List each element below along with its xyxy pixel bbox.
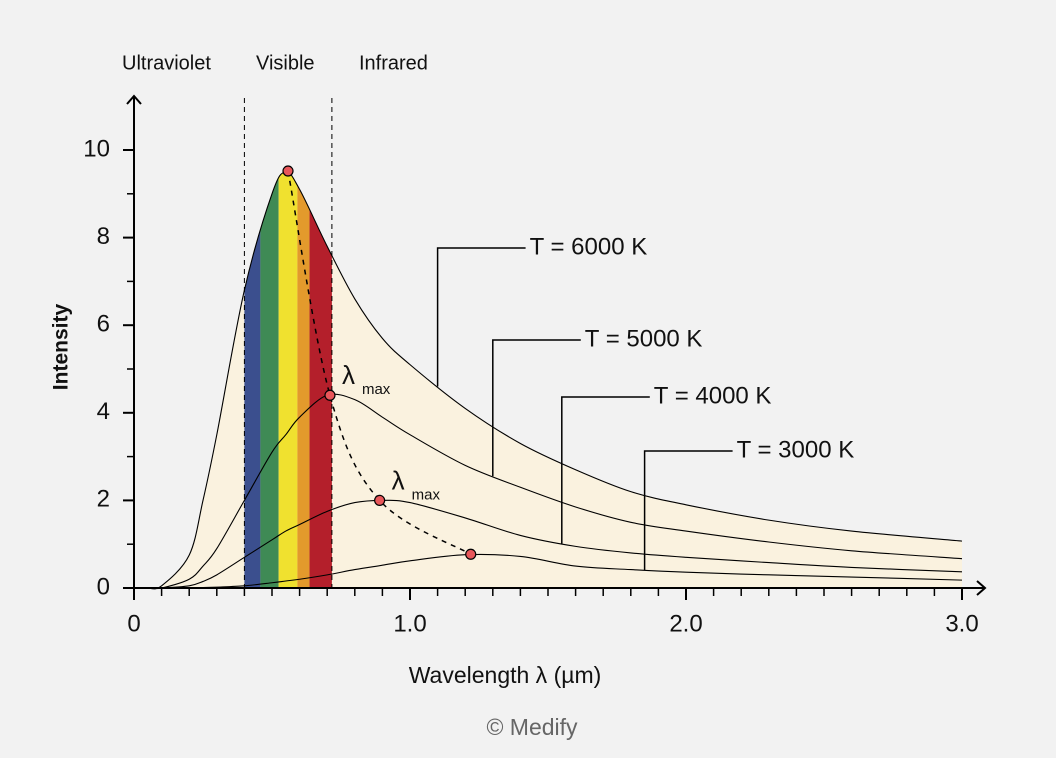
lambda-max-subscript: max: [362, 381, 391, 398]
leader-line: [643, 450, 733, 571]
y-tick-label: 8: [97, 223, 110, 250]
lambda-max-symbol: λ: [392, 465, 405, 495]
region-label: Visible: [256, 52, 315, 74]
y-axis-arrow: [126, 94, 142, 105]
series-label: T = 3000 K: [737, 436, 855, 463]
y-tick-label: 6: [97, 311, 110, 338]
x-tick-label: 3.0: [945, 610, 978, 637]
series-label: T = 6000 K: [530, 233, 648, 260]
x-axis-label: Wavelength λ (µm): [409, 662, 602, 688]
spectrum-band: [278, 171, 298, 589]
region-label: Ultraviolet: [122, 52, 211, 74]
peak-marker: [465, 548, 477, 560]
peak-marker: [324, 389, 336, 401]
region-label: Infrared: [359, 52, 428, 74]
leader-line: [436, 247, 526, 387]
x-tick-label: 1.0: [393, 610, 426, 637]
y-tick-label: 10: [83, 135, 110, 162]
x-tick-label: 2.0: [669, 610, 702, 637]
lambda-max-symbol: λ: [342, 360, 355, 390]
leader-line: [561, 396, 650, 544]
footer: © Medify: [486, 714, 578, 740]
spectrum-band: [309, 171, 332, 589]
curve: [147, 393, 963, 590]
lambda-max-subscript: max: [412, 486, 441, 503]
series-label: T = 4000 K: [654, 382, 772, 409]
area: [147, 171, 963, 589]
leader-line: [492, 339, 581, 477]
y-axis-label: Intensity: [50, 304, 73, 391]
spectrum-band: [297, 171, 310, 589]
curve: [147, 171, 963, 590]
spectrum-band: [260, 171, 279, 589]
visible-spectrum: [244, 171, 332, 589]
series-label: T = 5000 K: [585, 325, 703, 352]
y-tick-label: 2: [97, 486, 110, 513]
spectrum-band: [244, 171, 261, 589]
y-tick-label: 4: [97, 398, 110, 425]
peak-marker: [374, 494, 386, 506]
x-tick-label: 0: [127, 610, 140, 637]
peak-marker: [282, 165, 294, 177]
curve: [147, 499, 963, 589]
x-axis-arrow: [976, 580, 987, 596]
y-tick-label: 0: [97, 573, 110, 600]
